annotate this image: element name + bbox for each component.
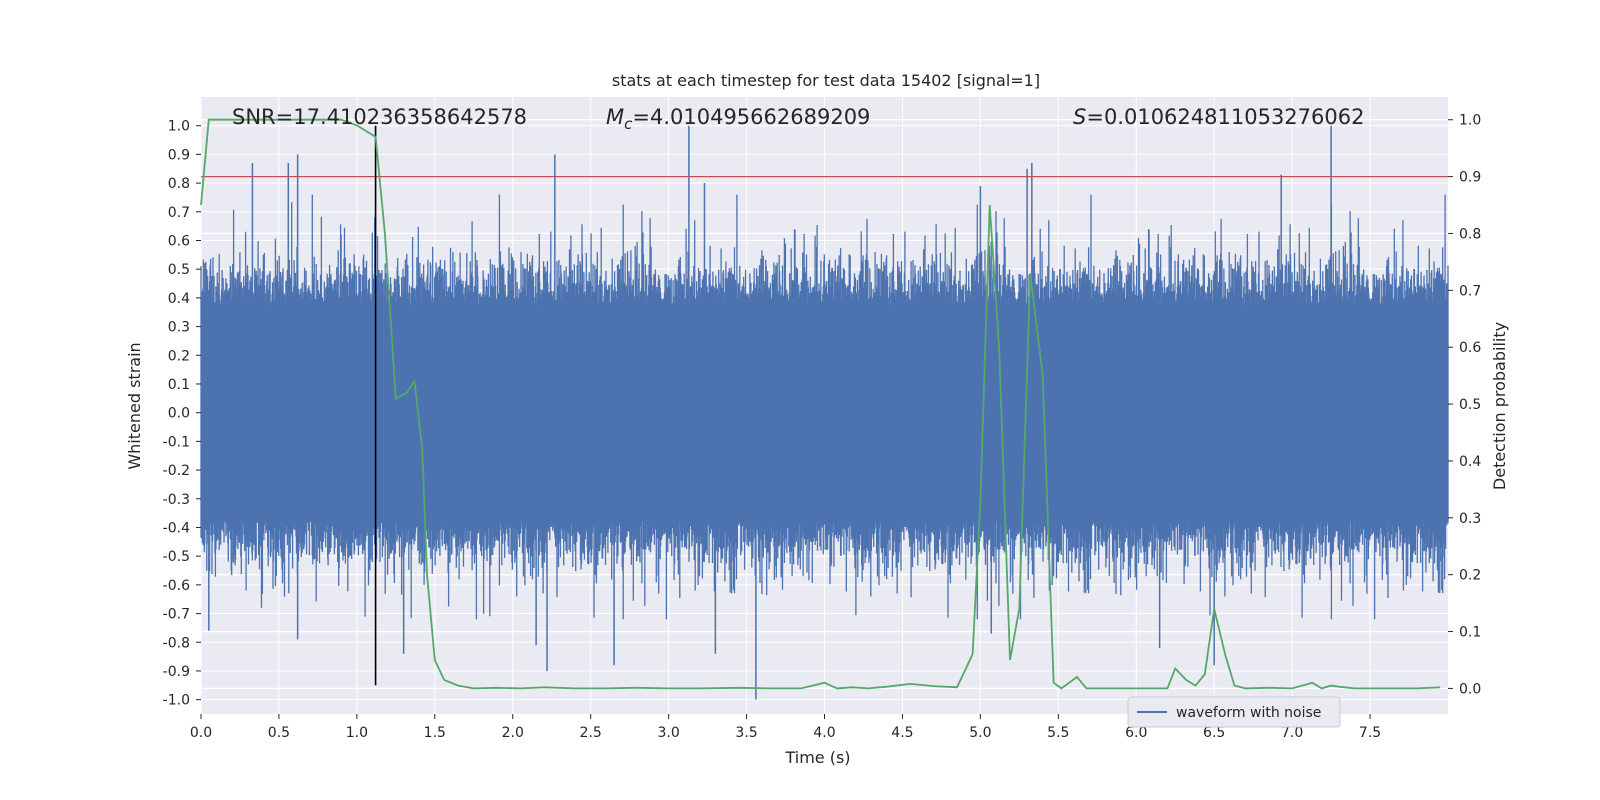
y-tick-label: -0.1: [163, 434, 190, 450]
y-tick-label: 0.2: [168, 348, 190, 364]
s-symbol: S: [1073, 105, 1086, 129]
y-tick-label: 0.5: [168, 262, 190, 278]
legend-box: [1127, 696, 1341, 728]
y2-tick-label: 0.4: [1459, 454, 1481, 470]
y2-tick-label: 0.6: [1459, 340, 1481, 356]
x-tick-label: 5.0: [969, 725, 991, 741]
x-tick-label: 7.5: [1359, 725, 1381, 741]
x-tick-label: 2.5: [580, 725, 602, 741]
y-tick-label: 0.3: [168, 320, 190, 336]
x-tick-label: 1.0: [346, 725, 368, 741]
y-axis-label: Whitened strain: [125, 342, 144, 469]
chirp-mass-annotation: Mc=4.010495662689209: [606, 105, 870, 133]
x-tick-label: 6.5: [1203, 725, 1225, 741]
x-tick-label: 0.5: [268, 725, 290, 741]
y-tick-label: -1.0: [163, 693, 190, 709]
y-tick-label: 0.9: [168, 147, 190, 163]
s-annotation: S=0.010624811053276062: [1073, 105, 1364, 129]
y2-tick-label: 0.2: [1459, 568, 1481, 584]
x-tick-label: 3.0: [657, 725, 679, 741]
y-tick-label: -0.4: [163, 520, 190, 536]
y2-tick-label: 0.5: [1459, 397, 1481, 413]
y-tick-label: 0.4: [168, 291, 190, 307]
y-tick-label: 0.1: [168, 377, 190, 393]
y-tick-label: -0.2: [163, 463, 190, 479]
chart-title: stats at each timestep for test data 154…: [612, 71, 1040, 90]
y-tick-label: -0.5: [163, 549, 190, 565]
y-tick-label: 0.6: [168, 233, 190, 249]
x-tick-label: 5.5: [1047, 725, 1069, 741]
y2-tick-label: 0.8: [1459, 226, 1481, 242]
x-axis-ticks: 0.0 0.5 1.0 1.5 2.0 2.5 3.0 3.5 4.0 4.5 5.0 5.5 6.0 6…: [190, 714, 1381, 741]
y2-axis-ticks: 0.0 0.1 0.2 0.3 0.4 0.5 0.6 0.7 0.8 0.9 1.0: [1448, 113, 1481, 697]
x-tick-label: 4.0: [813, 725, 835, 741]
x-tick-label: 1.5: [424, 725, 446, 741]
y-tick-label: 1.0: [168, 119, 190, 135]
legend-label-waveform: waveform with noise: [1176, 705, 1321, 721]
x-tick-label: 3.5: [735, 725, 757, 741]
x-tick-label: 2.0: [502, 725, 524, 741]
y2-tick-label: 0.9: [1459, 170, 1481, 186]
y2-tick-label: 1.0: [1459, 113, 1481, 129]
x-tick-label: 6.0: [1125, 725, 1147, 741]
y-tick-label: -0.6: [163, 578, 190, 594]
y-tick-label: 0.7: [168, 205, 190, 221]
y-tick-label: -0.9: [163, 664, 190, 680]
y-tick-label: -0.3: [163, 492, 190, 508]
y2-tick-label: 0.3: [1459, 511, 1481, 527]
x-tick-label: 0.0: [190, 725, 212, 741]
chirp-mass-value: =4.010495662689209: [632, 105, 870, 129]
legend: waveform with noise: [1127, 696, 1341, 728]
y-axis-ticks: -1.0 -0.9 -0.8 -0.7 -0.6 -0.5 -0.4 -0.3 -0.2 -0.1…: [163, 119, 201, 709]
y-tick-label: 0.0: [168, 406, 190, 422]
x-axis-label: Time (s): [784, 748, 850, 767]
y2-tick-label: 0.1: [1459, 625, 1481, 641]
x-tick-label: 4.5: [891, 725, 913, 741]
snr-annotation: SNR=17.410236358642578: [232, 105, 527, 129]
x-tick-label: 7.0: [1281, 725, 1303, 741]
y-tick-label: 0.8: [168, 176, 190, 192]
s-value: =0.010624811053276062: [1086, 105, 1364, 129]
y2-tick-label: 0.7: [1459, 283, 1481, 299]
y2-axis-label: Detection probability: [1490, 322, 1509, 490]
chirp-mass-symbol: M: [606, 105, 624, 129]
detection-probability-series: [200, 118, 1441, 690]
y2-tick-label: 0.0: [1459, 681, 1481, 697]
y-tick-label: -0.7: [163, 607, 190, 623]
chirp-mass-subscript: c: [624, 115, 633, 133]
y-tick-label: -0.8: [163, 635, 190, 651]
